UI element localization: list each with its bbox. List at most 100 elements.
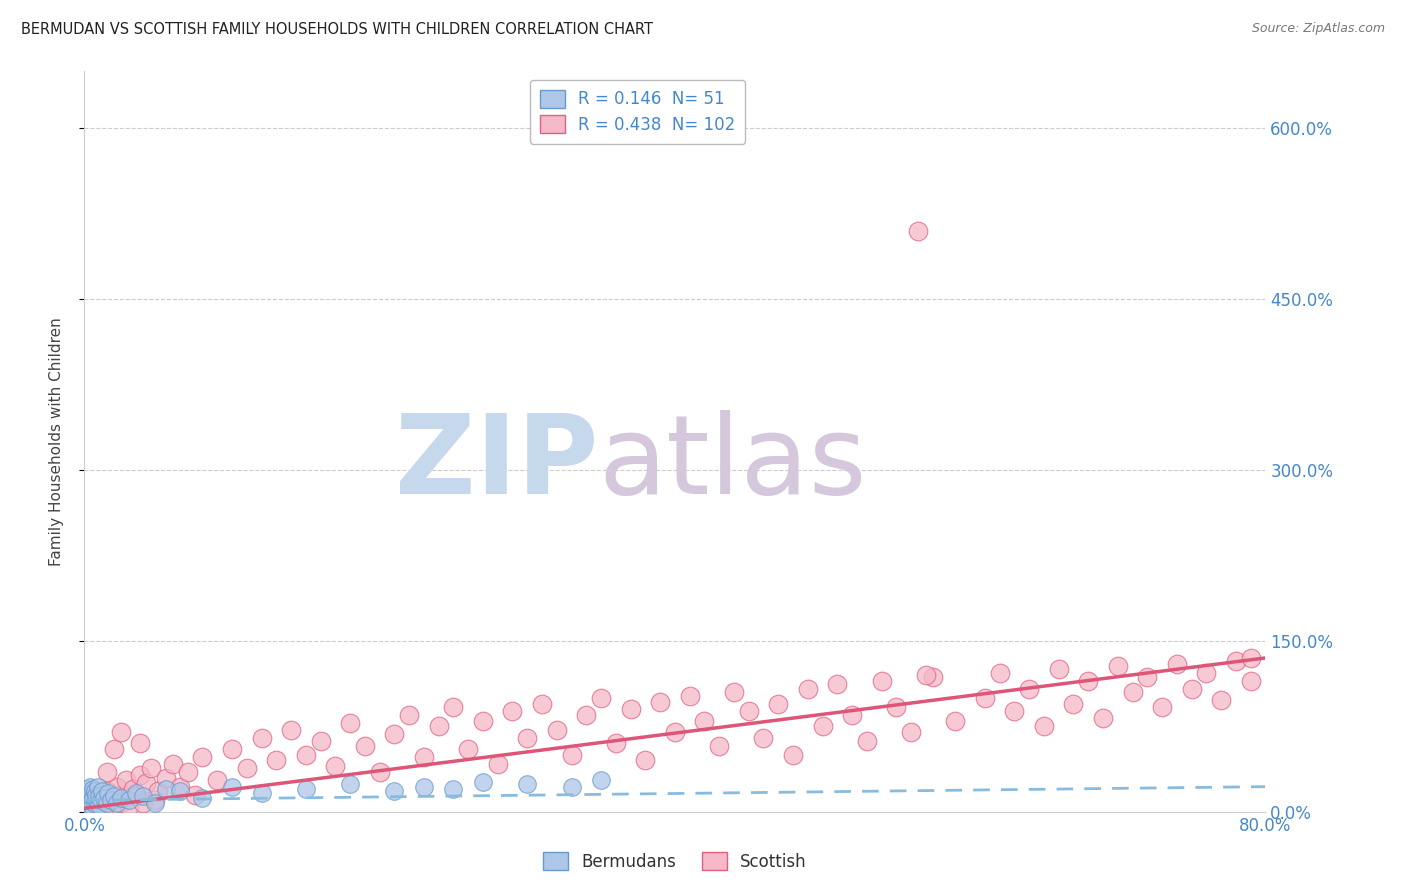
Point [250,787,273,801]
Point [664,725,686,739]
Point [886,700,908,714]
Point [132,796,155,810]
Point [472,714,495,728]
Point [501,705,523,719]
Point [129,768,152,782]
Point [427,719,450,733]
Point [96,764,118,779]
Point [413,780,436,794]
Point [143,793,166,807]
Point [752,731,775,745]
Point [907,224,929,238]
Point [768,697,790,711]
Point [250,731,273,745]
Point [80,799,103,814]
Point [82,791,104,805]
Point [105,796,128,810]
Point [155,781,177,796]
Point [900,725,922,739]
Point [84,797,107,812]
Point [782,747,804,762]
Point [295,747,318,762]
Point [1004,705,1026,719]
Point [236,761,259,775]
Point [169,784,191,798]
Point [205,772,228,787]
Point [76,781,98,796]
Point [546,723,568,737]
Point [80,795,103,809]
Point [125,789,148,803]
Point [79,789,101,803]
Point [1077,673,1099,688]
Point [914,668,936,682]
Point [100,793,122,807]
Point [91,791,114,805]
Point [738,705,761,719]
Point [83,784,105,798]
Point [295,781,318,796]
Point [89,796,111,810]
Point [125,787,148,801]
Point [110,796,132,810]
Point [516,777,538,791]
Point [82,781,104,796]
Point [77,796,100,810]
Point [1181,681,1204,696]
Point [103,788,125,802]
Point [560,747,583,762]
Point [79,797,101,812]
Point [855,734,877,748]
Point [870,673,893,688]
Point [86,796,108,810]
Point [110,791,132,805]
Point [323,759,347,773]
Point [221,742,243,756]
Point [89,797,111,812]
Point [93,791,115,805]
Point [841,707,863,722]
Point [709,739,731,753]
Point [89,789,111,803]
Y-axis label: Family Households with Children: Family Households with Children [49,318,63,566]
Point [339,777,361,791]
Point [75,788,97,802]
Point [177,764,200,779]
Point [382,784,406,798]
Point [634,754,657,768]
Point [382,727,406,741]
Point [97,787,120,801]
Point [530,697,553,711]
Point [77,784,100,798]
Text: atlas: atlas [598,410,866,517]
Point [1063,697,1085,711]
Point [1122,685,1144,699]
Point [441,700,464,714]
Text: BERMUDAN VS SCOTTISH FAMILY HOUSEHOLDS WITH CHILDREN CORRELATION CHART: BERMUDAN VS SCOTTISH FAMILY HOUSEHOLDS W… [21,22,654,37]
Point [368,764,391,779]
Point [1092,711,1115,725]
Point [1195,665,1218,680]
Point [575,707,598,722]
Point [80,787,103,801]
Point [1150,700,1173,714]
Point [105,780,128,794]
Point [619,702,641,716]
Point [591,690,613,705]
Point [83,797,105,811]
Point [472,775,495,789]
Point [114,772,136,787]
Point [457,742,479,756]
Point [486,756,509,771]
Point [162,756,184,771]
Point [221,780,243,794]
Legend: Bermudans, Scottish: Bermudans, Scottish [537,846,813,878]
Point [339,715,361,730]
Point [1032,719,1054,733]
Point [84,788,107,802]
Point [100,793,122,807]
Point [1240,651,1263,665]
Point [90,793,112,807]
Text: Source: ZipAtlas.com: Source: ZipAtlas.com [1251,22,1385,36]
Point [155,771,177,785]
